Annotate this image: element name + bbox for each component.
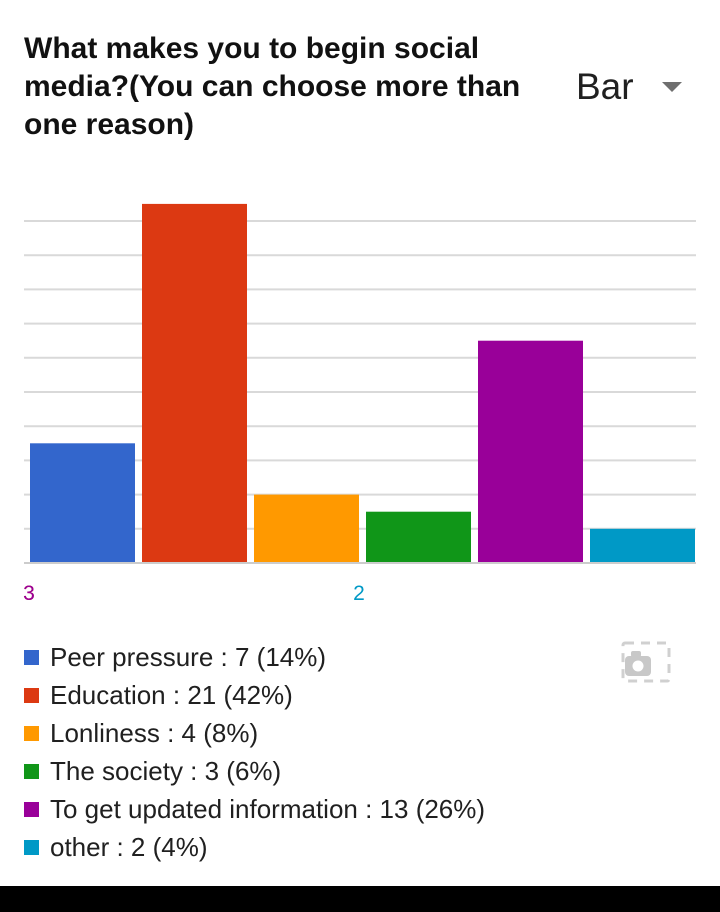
system-navigation-bar xyxy=(0,886,720,912)
bar-0[interactable] xyxy=(30,443,135,563)
bar-3[interactable] xyxy=(366,511,471,563)
legend-swatch xyxy=(24,840,39,855)
legend-swatch xyxy=(24,688,39,703)
chevron-down-icon xyxy=(662,82,682,92)
x-tick-label: 2 xyxy=(353,582,365,605)
bar-2[interactable] xyxy=(254,494,359,563)
legend-swatch xyxy=(24,726,39,741)
legend-label: Lonliness : 4 (8%) xyxy=(50,718,259,748)
x-tick-label: 3 xyxy=(23,582,35,605)
legend-swatch xyxy=(24,650,39,665)
bar-1[interactable] xyxy=(142,203,247,563)
bar-4[interactable] xyxy=(478,340,583,563)
bar-5[interactable] xyxy=(590,528,695,563)
x-tick-label: 3 xyxy=(23,582,35,605)
bar-chart: 33 2 xyxy=(23,203,696,605)
legend-label: Education : 21 (42%) xyxy=(50,680,293,710)
camera-icon[interactable] xyxy=(620,640,672,684)
chart-title: What makes you to begin social media?(Yo… xyxy=(24,32,521,141)
chart-type-dropdown[interactable]: Bar xyxy=(570,64,700,110)
legend-swatch xyxy=(24,802,39,817)
legend-swatch xyxy=(24,764,39,779)
legend-label: other : 2 (4%) xyxy=(50,832,208,862)
legend-label: To get updated information : 13 (26%) xyxy=(50,794,486,824)
legend-label: The society : 3 (6%) xyxy=(50,756,282,786)
chart-type-label: Bar xyxy=(576,66,634,107)
legend-label: Peer pressure : 7 (14%) xyxy=(50,642,327,672)
